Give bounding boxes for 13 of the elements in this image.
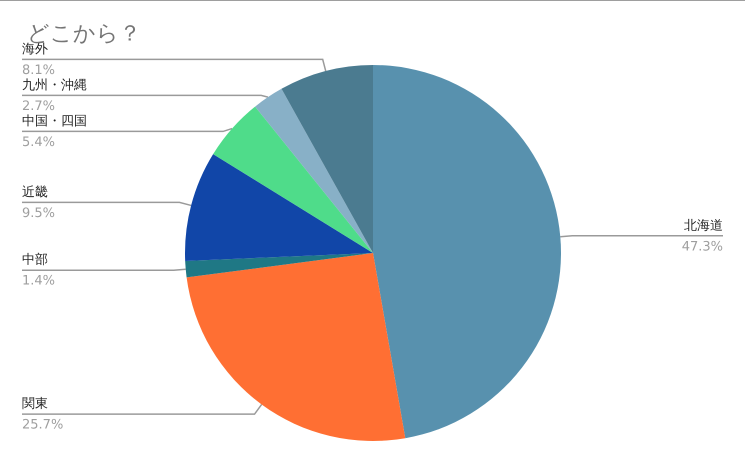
slice-label: 中国・四国	[22, 114, 87, 129]
slice-label: 九州・沖縄	[22, 78, 87, 93]
slice-label: 関東	[22, 396, 48, 412]
data-label: 25.7%	[22, 418, 64, 433]
slice-label: 中部	[22, 252, 48, 268]
data-label: 5.4%	[22, 134, 56, 150]
data-label: 2.7%	[22, 98, 56, 114]
data-label: 9.5%	[22, 206, 56, 221]
data-label: 8.1%	[22, 62, 56, 78]
data-label: 47.3%	[682, 239, 723, 254]
slice-label: 近畿	[22, 184, 48, 200]
data-label: 1.4%	[22, 274, 56, 289]
slice-label: 北海道	[684, 218, 723, 234]
